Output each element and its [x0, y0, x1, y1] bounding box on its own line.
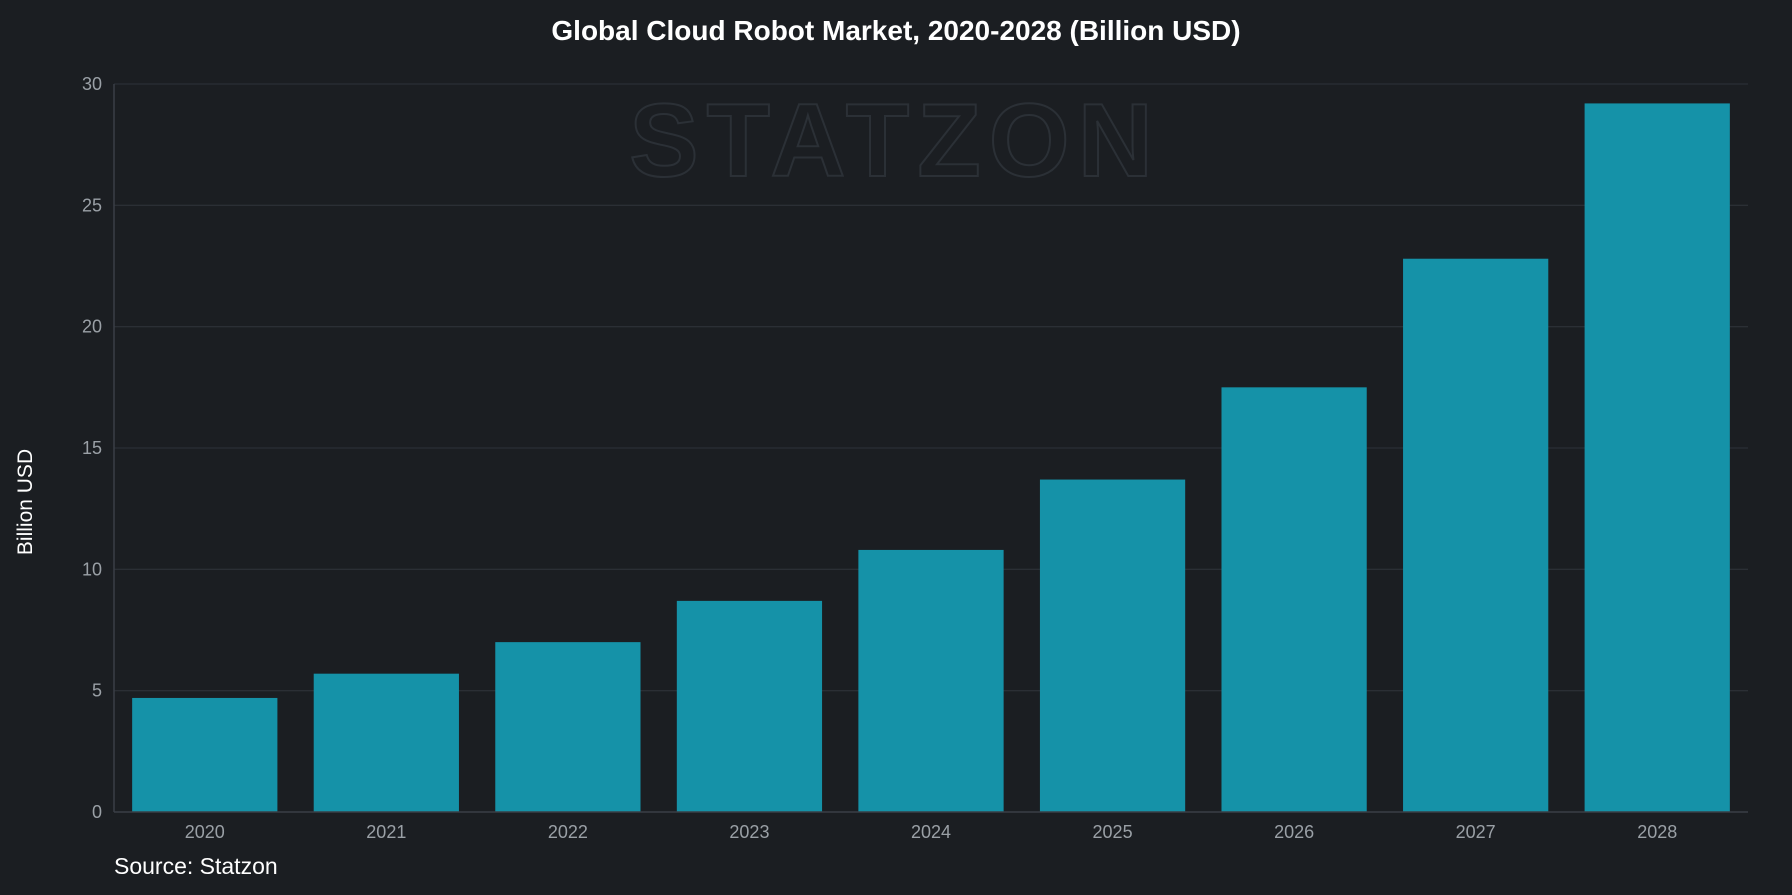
statzon-watermark: STATZON: [629, 83, 1161, 199]
x-tick-label: 2027: [1456, 822, 1496, 842]
bar-2026: [1221, 387, 1367, 812]
x-tick-label: 2028: [1637, 822, 1677, 842]
bars: [132, 103, 1730, 813]
chart-title: Global Cloud Robot Market, 2020-2028 (Bi…: [551, 15, 1240, 46]
x-tick-label: 2025: [1093, 822, 1133, 842]
y-tick-label: 20: [82, 317, 102, 337]
x-tick-label: 2021: [366, 822, 406, 842]
bar-2028: [1584, 103, 1730, 812]
y-tick-label: 30: [82, 74, 102, 94]
bar-2023: [676, 600, 823, 812]
bar-2022: [495, 642, 641, 812]
x-axis-ticks: 2020 2021 2022 2023 2024 2025 2026 2027 2028: [185, 822, 1677, 842]
watermark-layer: STATZON: [628, 82, 1161, 200]
axes: [113, 84, 1748, 813]
bar-2024: [858, 549, 1004, 812]
y-axis-label: Billion USD: [14, 449, 37, 555]
y-tick-label: 15: [82, 438, 102, 458]
bar-2025: [1039, 479, 1186, 812]
bar-2020: [132, 697, 278, 812]
source-note: Source: Statzon: [114, 853, 278, 879]
x-tick-label: 2023: [729, 822, 769, 842]
y-tick-label: 25: [82, 195, 102, 215]
y-tick-label: 5: [92, 681, 102, 701]
bar-2027: [1403, 258, 1549, 813]
x-tick-label: 2020: [185, 822, 225, 842]
y-tick-label: 10: [82, 559, 102, 579]
x-tick-label: 2022: [548, 822, 588, 842]
y-axis-ticks: 0 5 10 15 20 25 30: [82, 74, 102, 822]
x-tick-label: 2026: [1274, 822, 1314, 842]
y-tick-label: 0: [92, 802, 102, 822]
bar-2021: [313, 673, 459, 812]
x-tick-label: 2024: [911, 822, 951, 842]
